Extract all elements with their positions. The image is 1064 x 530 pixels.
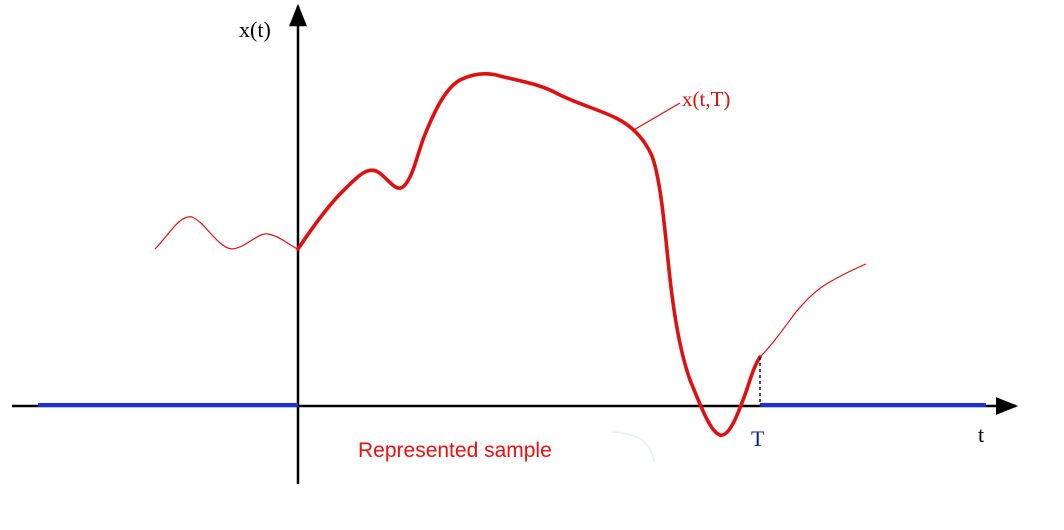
y-axis-label: x(t) bbox=[239, 17, 271, 42]
curve-label-leader bbox=[631, 102, 681, 132]
x-axis-label: t bbox=[978, 422, 984, 447]
faint-mark bbox=[611, 431, 655, 463]
truncated-signal-curve bbox=[296, 72, 762, 437]
t-marker-label: T bbox=[751, 426, 765, 451]
signal-before-window bbox=[154, 216, 299, 250]
signal-after-window bbox=[759, 263, 867, 358]
caption-text: Represented sample bbox=[358, 439, 552, 462]
curve-label: x(t,T) bbox=[682, 87, 730, 111]
